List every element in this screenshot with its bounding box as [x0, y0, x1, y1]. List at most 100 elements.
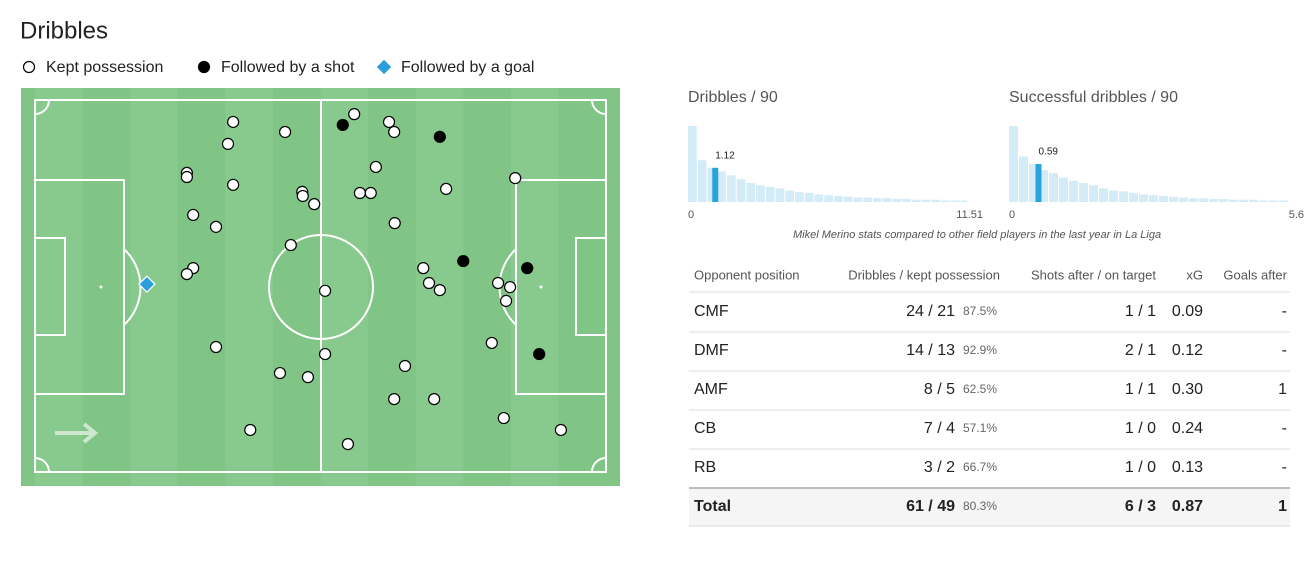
- legend-label: Followed by a goal: [401, 59, 534, 76]
- penalty-spot: [539, 285, 543, 289]
- histogram-bar: [814, 194, 824, 202]
- dribble-point: [244, 423, 257, 437]
- x-tick-label: 5.6: [1289, 209, 1304, 221]
- histogram-bar: [1169, 196, 1178, 202]
- dribble-point: [336, 118, 349, 132]
- dribble-point: [388, 217, 401, 230]
- histogram-bar: [1059, 177, 1068, 202]
- dribble-point: [485, 336, 498, 350]
- dribble-point: [278, 125, 292, 139]
- dribble-point: [284, 238, 297, 252]
- table-cell: 6 / 3: [1125, 498, 1156, 515]
- histogram-bar: [746, 183, 756, 202]
- x-tick-label: 0: [688, 209, 694, 221]
- table-cell: 92.9%: [963, 343, 997, 357]
- histogram-bar: [960, 200, 967, 202]
- highlight-label: 0.59: [1039, 147, 1059, 158]
- dribble-point: [180, 267, 193, 281]
- histogram-bar: [775, 188, 785, 202]
- table-cell: 1 / 1: [1125, 381, 1156, 398]
- histogram-bar: [921, 199, 931, 202]
- histogram-bar: [1189, 198, 1198, 202]
- table-cell: 87.5%: [963, 304, 997, 318]
- pitch-line: [34, 99, 607, 473]
- dribble-point: [209, 220, 223, 233]
- dribble-point: [348, 108, 361, 121]
- pitch-stripe: [225, 88, 273, 486]
- table-cell: 0.87: [1172, 498, 1203, 515]
- dribble-point: [499, 294, 513, 307]
- table-cell: 3 / 2: [924, 459, 955, 476]
- table-cell: 24 / 21: [906, 303, 955, 320]
- x-tick-label: 0: [1009, 209, 1015, 221]
- dribble-point: [364, 186, 377, 200]
- dribble-point: [318, 284, 332, 297]
- table-header-cell: Dribbles / kept possession: [848, 267, 1000, 282]
- histogram-bar: [1049, 173, 1058, 202]
- histogram-bar: [1229, 199, 1238, 202]
- histogram-bar: [1149, 195, 1158, 202]
- histogram-bar: [1179, 197, 1188, 202]
- dribble-point: [417, 262, 430, 275]
- table-cell: 1: [1278, 381, 1287, 398]
- table-cell: 14 / 13: [906, 342, 955, 359]
- table-header-cell: xG: [1186, 267, 1203, 282]
- histogram-bar: [697, 160, 707, 202]
- dribble-point: [509, 172, 522, 185]
- dribble-point: [138, 275, 156, 293]
- table-cell: -: [1282, 342, 1287, 359]
- histogram-bar: [1099, 188, 1108, 202]
- histogram-bar: [872, 198, 882, 202]
- table-cell: CB: [694, 420, 716, 437]
- histogram-bar: [1239, 199, 1248, 202]
- table-cell: 1 / 0: [1125, 459, 1156, 476]
- histogram-bar: [863, 197, 872, 202]
- dribble-point: [318, 347, 332, 361]
- dribble-point: [422, 276, 436, 290]
- table-cell: 62.5%: [963, 382, 997, 396]
- table-cell: 0.13: [1172, 459, 1203, 476]
- dribble-point: [433, 283, 446, 297]
- table-cell: RB: [694, 459, 716, 476]
- dribble-point: [227, 178, 240, 191]
- dribble-point: [503, 281, 517, 294]
- histogram-bar: [833, 195, 843, 202]
- table-cell: 0.09: [1172, 303, 1203, 320]
- dribble-point: [554, 423, 567, 437]
- histogram-bar: [950, 200, 960, 202]
- table-cell: 66.7%: [963, 460, 997, 474]
- histogram-bar: [843, 196, 853, 202]
- page-title: Dribbles: [20, 17, 108, 44]
- dribble-point: [221, 137, 235, 150]
- table-cell: AMF: [694, 381, 728, 398]
- table-header-cell: Goals after: [1223, 267, 1287, 282]
- table-cell: 0.12: [1172, 342, 1203, 359]
- dribble-point: [388, 125, 401, 139]
- dribble-point: [382, 115, 396, 129]
- histogram-bar: [824, 195, 833, 202]
- pitch-line: [123, 248, 142, 326]
- histogram-bar: [1219, 198, 1228, 202]
- pitch-line: [268, 234, 374, 340]
- histogram-bar: [765, 186, 775, 202]
- histogram-bar: [892, 198, 902, 202]
- table-cell: 2 / 1: [1125, 342, 1156, 359]
- highlight-bar: [1035, 164, 1042, 202]
- legend-label: Kept possession: [46, 59, 163, 76]
- dribble-point: [388, 392, 401, 406]
- histogram-bar: [853, 197, 863, 202]
- table-cell: 1 / 1: [1125, 303, 1156, 320]
- pitch-line: [34, 237, 66, 336]
- histogram-bar: [785, 190, 795, 202]
- table-cell: 0.24: [1172, 420, 1203, 437]
- dribble-point: [440, 182, 453, 196]
- histogram-bar: [795, 192, 804, 202]
- histogram-bar: [1129, 192, 1138, 202]
- dribble-point: [521, 262, 534, 275]
- table-cell: DMF: [694, 342, 729, 359]
- dribble-point: [457, 254, 470, 268]
- histogram-bar: [1079, 183, 1088, 202]
- direction-arrow: [55, 422, 99, 444]
- pitch-stripe: [35, 88, 83, 486]
- dribble-point: [428, 392, 441, 406]
